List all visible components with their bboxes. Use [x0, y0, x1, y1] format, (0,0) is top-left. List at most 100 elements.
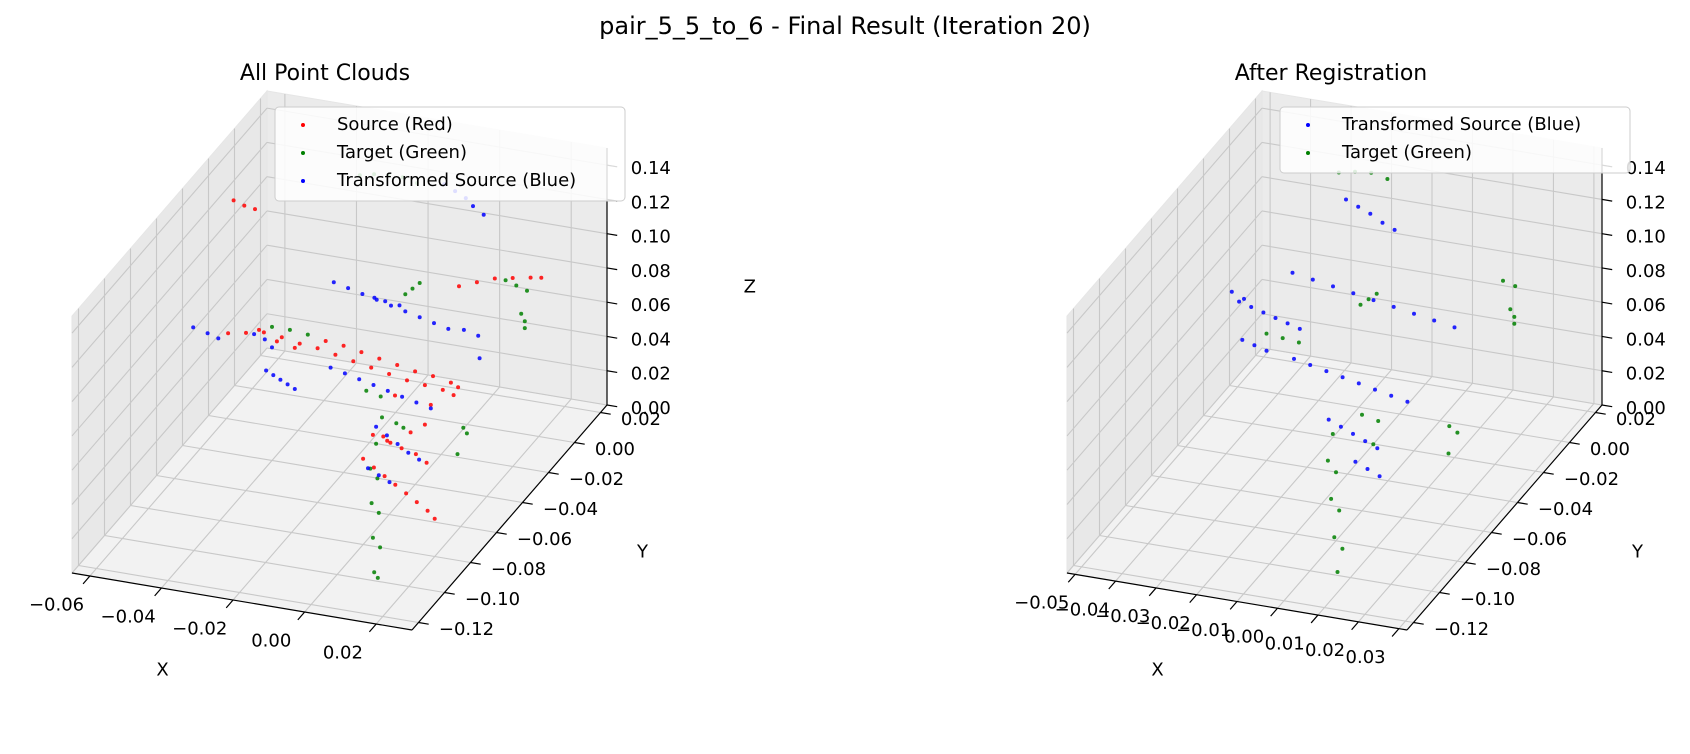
tick-x	[1310, 614, 1319, 624]
tick-z	[1601, 233, 1613, 236]
data-point	[292, 345, 297, 350]
tick-y	[1595, 411, 1606, 415]
tick-label-z: 0.10	[1626, 227, 1666, 248]
tick-label-y: −0.04	[543, 499, 598, 520]
gridline-z	[1066, 107, 1263, 334]
data-point	[393, 482, 398, 487]
data-point	[1310, 277, 1315, 282]
axis-label-x: X	[1151, 660, 1163, 681]
data-point	[432, 516, 437, 521]
tick-x	[1391, 628, 1400, 637]
tick-y	[1439, 591, 1450, 595]
data-point	[1334, 470, 1338, 475]
data-point	[1229, 289, 1234, 294]
data-point	[410, 286, 415, 291]
data-point	[431, 374, 435, 379]
data-point	[366, 466, 370, 471]
data-point	[1273, 316, 1278, 320]
data-point	[481, 212, 486, 217]
data-point	[262, 337, 267, 342]
data-point	[1326, 417, 1331, 422]
tick-label-y: −0.10	[1460, 589, 1515, 610]
tick-label-x: 0.01	[1265, 633, 1305, 654]
data-point	[1292, 356, 1296, 361]
data-point	[270, 345, 274, 350]
gridline-z	[71, 279, 268, 505]
data-point	[522, 326, 527, 331]
tick-x	[297, 611, 306, 621]
data-point	[406, 450, 411, 455]
gridline-z	[266, 347, 608, 406]
tick-y	[418, 621, 429, 625]
tick-label-x: −0.04	[1055, 599, 1110, 620]
gridline-z	[266, 244, 608, 303]
tick-y	[1569, 441, 1580, 445]
data-point	[1329, 496, 1334, 501]
data-point	[413, 369, 418, 374]
tick-label-z: 0.00	[1626, 398, 1666, 419]
tick-y	[1517, 501, 1528, 505]
data-point	[374, 424, 379, 429]
gridline-y	[208, 414, 549, 474]
tick-x	[1108, 580, 1117, 590]
data-point	[1447, 424, 1452, 429]
data-point	[1513, 284, 1518, 289]
gridline-z	[1066, 313, 1263, 540]
data-point	[341, 343, 346, 348]
tick-z	[606, 233, 618, 236]
data-point	[1363, 439, 1368, 444]
data-point	[1512, 314, 1517, 319]
gridline-z	[71, 210, 268, 437]
gridline-z	[1066, 347, 1263, 574]
legend-label: Target (Green)	[336, 142, 467, 163]
data-point	[519, 311, 524, 316]
data-point	[1331, 284, 1335, 289]
data-point	[1376, 419, 1381, 423]
plot-after-registration: −0.05−0.04−0.03−0.02−0.010.00 0.01 0.02 0.0…	[1014, 61, 1666, 681]
data-point	[376, 473, 381, 478]
data-point	[270, 324, 274, 329]
data-point	[477, 356, 482, 361]
tick-label-x: −0.06	[29, 594, 84, 615]
gridline-y	[234, 384, 575, 444]
gridline-z	[71, 107, 268, 334]
data-point	[1385, 177, 1390, 181]
data-point	[253, 207, 257, 212]
series-0	[226, 198, 544, 521]
data-point	[191, 325, 196, 330]
gridline-z	[1066, 244, 1263, 471]
data-point	[385, 438, 390, 443]
tick-y	[1413, 621, 1424, 625]
data-point	[1240, 337, 1245, 342]
data-point	[389, 303, 393, 308]
data-point	[388, 440, 393, 445]
data-point	[1330, 432, 1335, 436]
data-point	[383, 299, 388, 304]
data-point	[1296, 340, 1301, 345]
legend-marker	[301, 123, 305, 127]
gridline-z	[1066, 142, 1263, 368]
tick-label-z: 0.06	[631, 295, 671, 316]
series-2	[191, 182, 486, 485]
data-point	[1337, 508, 1342, 513]
tick-label-y: −0.06	[517, 529, 572, 550]
tick-y	[1543, 471, 1554, 475]
tick-label-y: −0.02	[569, 469, 624, 490]
data-point	[404, 491, 409, 496]
legend-label: Source (Red)	[337, 114, 453, 135]
data-point	[372, 570, 377, 575]
data-point	[1446, 451, 1451, 456]
tick-label-z: 0.04	[1626, 329, 1666, 350]
gridline-z	[266, 210, 608, 269]
data-point	[448, 380, 453, 385]
data-point	[381, 434, 386, 439]
data-point	[424, 460, 429, 465]
data-point	[385, 388, 390, 393]
data-point	[457, 284, 461, 289]
legend-marker	[1306, 123, 1310, 127]
data-point	[395, 442, 400, 446]
data-point	[414, 400, 419, 405]
data-point	[292, 387, 297, 391]
data-point	[370, 535, 375, 540]
data-point	[1380, 220, 1385, 225]
